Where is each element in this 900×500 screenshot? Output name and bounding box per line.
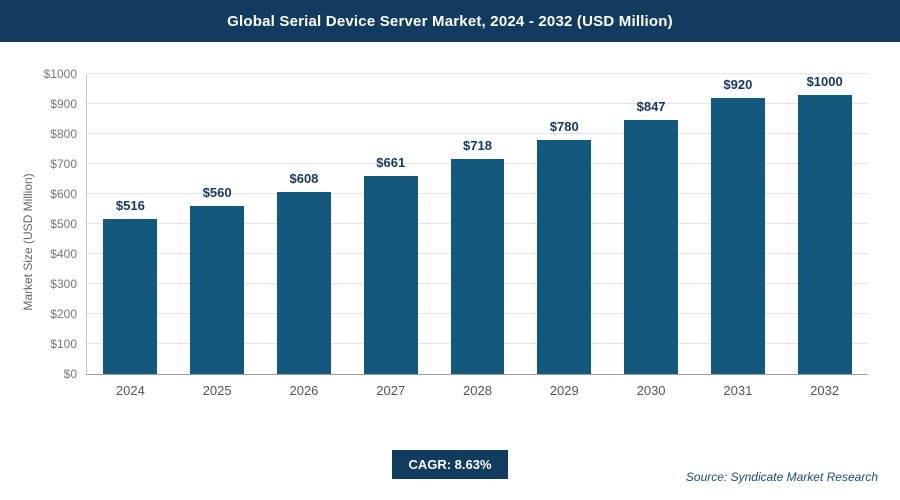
gridline bbox=[87, 103, 868, 104]
x-tick-label: 2031 bbox=[723, 383, 753, 398]
y-tick-label: $700 bbox=[50, 157, 77, 171]
bar bbox=[797, 95, 852, 374]
bar-column: $718 2028 bbox=[434, 74, 521, 398]
bar-value-label: $560 bbox=[202, 185, 232, 200]
x-tick-label: 2032 bbox=[810, 383, 840, 398]
bar-column: $780 2029 bbox=[521, 74, 608, 398]
x-tick-label: 2024 bbox=[115, 383, 145, 398]
bar bbox=[624, 119, 678, 374]
x-tick-label: 2026 bbox=[289, 383, 319, 398]
bar bbox=[537, 140, 592, 374]
bar-column: $847 2030 bbox=[608, 74, 695, 398]
bar-value-label: $780 bbox=[549, 119, 579, 134]
y-tick-label: $400 bbox=[50, 247, 77, 261]
bar-value-label: $516 bbox=[115, 198, 145, 214]
y-tick-label: $300 bbox=[50, 277, 77, 291]
y-tick-label: $100 bbox=[50, 337, 77, 351]
bar-column: $608 2026 bbox=[261, 74, 348, 398]
x-tick-label: 2029 bbox=[549, 383, 579, 398]
y-tick-label: $200 bbox=[50, 307, 77, 321]
source-note: Source: Syndicate Market Research bbox=[685, 470, 878, 484]
x-tick-label: 2025 bbox=[202, 383, 232, 398]
bar-value-label: $847 bbox=[636, 98, 666, 114]
x-tick-label: 2027 bbox=[376, 383, 406, 398]
y-tick-label: $0 bbox=[63, 367, 77, 381]
bar-value-label: $1000 bbox=[806, 74, 843, 89]
bar bbox=[277, 191, 331, 374]
chart-title-bar: Global Serial Device Server Market, 2024… bbox=[0, 0, 900, 42]
bar-column: $560 2025 bbox=[174, 74, 261, 398]
bar-column: $661 2027 bbox=[347, 74, 434, 398]
chart-area: Market Size (USD Million) $516 2024 $560 20… bbox=[20, 67, 880, 446]
x-tick-label: 2030 bbox=[636, 383, 666, 398]
bar-column: $1000 2032 bbox=[781, 74, 868, 398]
gridline bbox=[87, 73, 868, 74]
bar bbox=[190, 206, 245, 374]
bar bbox=[363, 175, 418, 374]
bar bbox=[450, 158, 505, 374]
bar-value-label: $661 bbox=[376, 154, 406, 170]
bar-value-label: $920 bbox=[723, 77, 753, 92]
chart-title: Global Serial Device Server Market, 2024… bbox=[227, 12, 673, 30]
chart-footer: CAGR: 8.63% Source: Syndicate Market Res… bbox=[0, 446, 900, 488]
x-tick-label: 2028 bbox=[463, 383, 492, 398]
bar bbox=[710, 98, 765, 374]
bar-column: $516 2024 bbox=[87, 74, 174, 398]
bar-value-label: $718 bbox=[463, 137, 492, 153]
plot: $516 2024 $560 2025 $608 2026 $661 2027 $718 2028… bbox=[44, 67, 868, 398]
bar-column: $920 2031 bbox=[694, 74, 781, 398]
y-tick-label: $600 bbox=[50, 187, 77, 201]
gridline bbox=[87, 133, 868, 134]
y-tick-label: $500 bbox=[50, 217, 77, 231]
bar bbox=[103, 219, 158, 374]
cagr-badge: CAGR: 8.63% bbox=[392, 450, 508, 479]
y-tick-label: $800 bbox=[50, 127, 77, 141]
bar-value-label: $608 bbox=[289, 170, 319, 186]
y-tick-label: $900 bbox=[50, 97, 77, 111]
bars: $516 2024 $560 2025 $608 2026 $661 2027 $718 2028… bbox=[87, 74, 868, 398]
y-tick-label: $1000 bbox=[43, 67, 77, 81]
